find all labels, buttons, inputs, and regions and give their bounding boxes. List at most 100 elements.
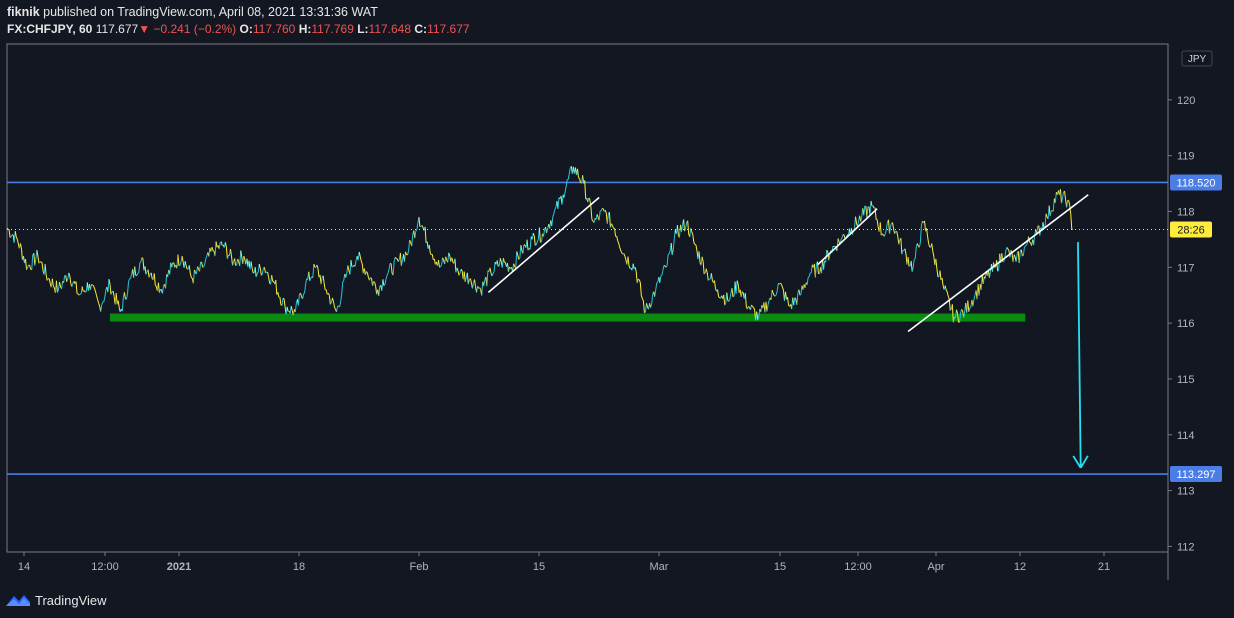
- trendline[interactable]: [487, 196, 600, 294]
- price-segment: [967, 300, 970, 313]
- price-segment: [772, 292, 775, 296]
- price-segment: [150, 272, 153, 279]
- currency-badge[interactable]: JPY: [1181, 50, 1213, 67]
- footer-brand[interactable]: TradingView: [6, 590, 107, 610]
- price-segment: [807, 276, 810, 278]
- price-segment: [476, 286, 479, 293]
- projection-arrow-head: [1072, 455, 1082, 469]
- symbol-label[interactable]: FX:CHFJPY, 60: [7, 22, 93, 36]
- price-segment: [310, 276, 313, 279]
- price-segment: [614, 228, 617, 237]
- price-segment: [1059, 189, 1062, 204]
- price-segment: [1004, 250, 1007, 258]
- price-segment: [890, 222, 893, 227]
- price-segment: [634, 267, 637, 272]
- price-series: [6, 165, 1073, 323]
- price-segment: [68, 272, 71, 277]
- price-segment: [144, 266, 147, 275]
- price-segment: [978, 284, 981, 296]
- price-segment: [350, 260, 353, 268]
- price-segment: [92, 284, 94, 287]
- price-segment: [924, 220, 927, 232]
- price-segment: [907, 257, 910, 267]
- price-segment: [751, 304, 753, 307]
- price-segment: [234, 258, 237, 266]
- trendline[interactable]: [817, 208, 878, 266]
- price-segment: [169, 262, 172, 275]
- price-segment: [701, 256, 704, 262]
- price-segment: [128, 278, 131, 283]
- y-tick-label: 118: [1177, 206, 1195, 218]
- price-segment: [551, 216, 554, 227]
- author-name[interactable]: fiknik: [7, 5, 40, 19]
- price-segment: [926, 228, 929, 237]
- price-segment: [358, 251, 361, 257]
- price-segment: [385, 275, 388, 280]
- price-segment: [354, 260, 357, 267]
- price-segment: [339, 301, 342, 307]
- price-segment: [793, 297, 796, 306]
- price-segment: [798, 289, 801, 296]
- price-segment: [201, 262, 204, 268]
- price-axis-labels: 118.520 113.297 28:26: [1170, 174, 1222, 483]
- price-segment: [540, 241, 542, 243]
- price-segment: [382, 279, 385, 286]
- price-segment: [123, 292, 126, 299]
- projection-arrow: [1072, 242, 1089, 469]
- x-tick-label: 15: [533, 561, 545, 573]
- x-tick-label: 18: [293, 561, 305, 573]
- price-segment: [141, 257, 144, 259]
- support-zone-bar[interactable]: [109, 313, 1026, 322]
- price-segment: [115, 293, 118, 305]
- price-segment: [1022, 255, 1024, 257]
- trendline[interactable]: [907, 194, 1089, 333]
- price-segment: [799, 294, 802, 296]
- price-segment: [366, 272, 369, 278]
- price-segment: [45, 274, 48, 281]
- price-segment: [165, 274, 168, 289]
- level-price-tag[interactable]: [1170, 466, 1222, 483]
- close-value: 117.677: [427, 22, 470, 36]
- price-segment: [565, 179, 568, 187]
- price-segment: [226, 255, 229, 259]
- price-segment: [644, 303, 647, 313]
- x-tick-label: Apr: [927, 561, 944, 573]
- price-segment: [305, 278, 308, 285]
- price-segment: [383, 284, 386, 287]
- price-segment: [341, 281, 344, 295]
- price-segment: [736, 280, 739, 285]
- price-segment: [97, 299, 100, 304]
- price-segment: [31, 254, 34, 270]
- y-tick-label: 112: [1177, 541, 1195, 553]
- price-segment: [147, 269, 150, 278]
- price-segment: [316, 264, 319, 269]
- price-segment: [947, 295, 950, 300]
- y-axis[interactable]: 112 113 114 115 116 117 118 119 120: [1168, 95, 1195, 554]
- price-segment: [928, 243, 931, 248]
- price-segment: [6, 227, 9, 230]
- price-segment: [752, 306, 754, 308]
- open-value: 117.760: [252, 22, 296, 36]
- price-segment: [300, 293, 302, 297]
- price-segment: [1048, 205, 1051, 216]
- price-segment: [728, 298, 731, 302]
- price-segment: [726, 292, 729, 301]
- price-segment: [137, 272, 140, 274]
- price-segment: [440, 264, 443, 268]
- price-segment: [467, 279, 470, 285]
- price-segment: [254, 267, 257, 277]
- price-segment: [255, 273, 258, 277]
- price-segment: [810, 264, 813, 273]
- projection-arrow-shaft[interactable]: [1077, 242, 1082, 468]
- price-segment: [628, 265, 631, 269]
- price-segment: [243, 255, 246, 260]
- price-segment: [666, 254, 669, 266]
- high-value: 117.769: [311, 22, 354, 36]
- level-price-label: 113.297: [1177, 469, 1216, 481]
- level-price-tag[interactable]: [1170, 174, 1222, 191]
- current-price-tag[interactable]: [1170, 221, 1212, 238]
- price-segment: [656, 281, 659, 284]
- x-axis[interactable]: 14 12:00 2021 18 Feb 15 Mar 15 12:00 Apr 12 21: [18, 552, 1110, 573]
- price-segment: [204, 258, 207, 265]
